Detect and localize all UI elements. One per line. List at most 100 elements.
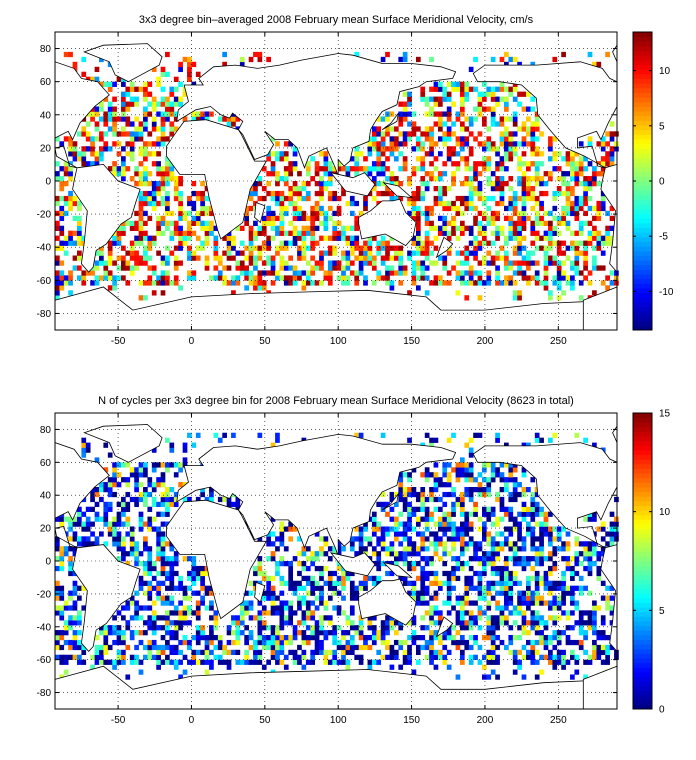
data-cell [178, 649, 183, 656]
data-cell [415, 235, 421, 241]
data-cell [433, 166, 439, 172]
data-cell [517, 635, 522, 641]
data-cell [437, 477, 443, 483]
data-cell [548, 171, 553, 177]
data-cell [327, 556, 333, 562]
data-cell [429, 644, 434, 651]
data-cell [112, 280, 117, 286]
data-cell [107, 250, 113, 256]
data-cell [459, 506, 465, 512]
data-cell [556, 654, 562, 660]
data-cell [565, 561, 571, 567]
data-cell [143, 260, 148, 266]
data-cell [103, 121, 109, 127]
data-cell [257, 610, 263, 616]
data-cell [411, 467, 417, 473]
data-cell [490, 56, 496, 63]
data-cell [490, 260, 496, 266]
data-cell [433, 551, 439, 557]
data-cell [380, 235, 386, 241]
colorbar-segment [633, 579, 652, 585]
data-cell [349, 649, 355, 656]
data-cell [160, 625, 166, 631]
data-cell [327, 659, 333, 665]
data-cell [437, 176, 443, 182]
colorbar-tick-label: -5 [659, 232, 668, 243]
data-cell [116, 225, 122, 231]
data-cell [129, 96, 135, 102]
data-cell [319, 210, 324, 217]
data-cell [451, 265, 456, 271]
colorbar-segment [633, 139, 652, 145]
data-cell [112, 531, 117, 537]
coastline [54, 286, 618, 331]
data-cell [437, 86, 443, 92]
data-cell [380, 151, 386, 157]
data-cell [341, 166, 346, 172]
data-cell [521, 561, 527, 567]
data-cell [526, 590, 531, 596]
data-cell [270, 220, 276, 226]
data-cell [257, 639, 263, 646]
data-cell [178, 190, 183, 197]
data-cell [151, 565, 157, 572]
data-cell [288, 200, 294, 207]
data-cell [349, 585, 355, 591]
data-cell [178, 462, 183, 468]
data-cell [512, 496, 518, 503]
data-cell [72, 265, 78, 271]
data-cell [415, 245, 421, 251]
data-cell [209, 585, 214, 591]
data-cell [389, 526, 395, 532]
data-cell [385, 250, 390, 256]
data-cell [451, 565, 456, 572]
data-cell [530, 121, 536, 127]
data-cell [468, 644, 474, 651]
data-cell [482, 240, 487, 246]
data-cell [257, 250, 263, 256]
data-cell [310, 654, 316, 660]
data-cell [59, 654, 65, 660]
data-cell [213, 265, 219, 271]
data-cell [596, 141, 602, 147]
data-cell [393, 270, 399, 276]
data-cell [521, 195, 527, 202]
data-cell [570, 190, 575, 197]
coastline [582, 665, 618, 710]
data-cell [59, 181, 65, 187]
data-cell [371, 526, 377, 532]
data-cell [354, 225, 360, 231]
data-cell [55, 275, 60, 281]
data-cell [349, 580, 355, 586]
data-cell [543, 644, 549, 651]
data-cell [459, 605, 465, 611]
data-cell [200, 659, 205, 665]
data-cell [270, 265, 276, 271]
data-cell [283, 141, 289, 147]
data-cell [173, 664, 179, 670]
data-cell [305, 565, 311, 572]
data-cell [473, 250, 478, 256]
data-cell [275, 151, 280, 157]
data-cell [283, 265, 289, 271]
data-cell [173, 126, 179, 132]
data-cell [283, 166, 289, 172]
data-cell [464, 487, 470, 493]
data-cell [63, 620, 69, 626]
data-cell [565, 659, 571, 665]
data-cell [195, 570, 201, 577]
data-cell [270, 166, 276, 172]
data-cell [257, 230, 263, 236]
data-cell [195, 565, 201, 572]
data-cell [323, 151, 329, 157]
data-cell [512, 610, 518, 616]
data-cell [165, 171, 170, 177]
data-cell [451, 131, 456, 137]
data-cell [561, 546, 566, 552]
data-cell [565, 275, 571, 281]
data-cell [261, 590, 267, 596]
data-cell [459, 250, 465, 256]
data-cell [495, 605, 500, 611]
data-cell [94, 457, 100, 463]
data-cell [371, 625, 377, 631]
